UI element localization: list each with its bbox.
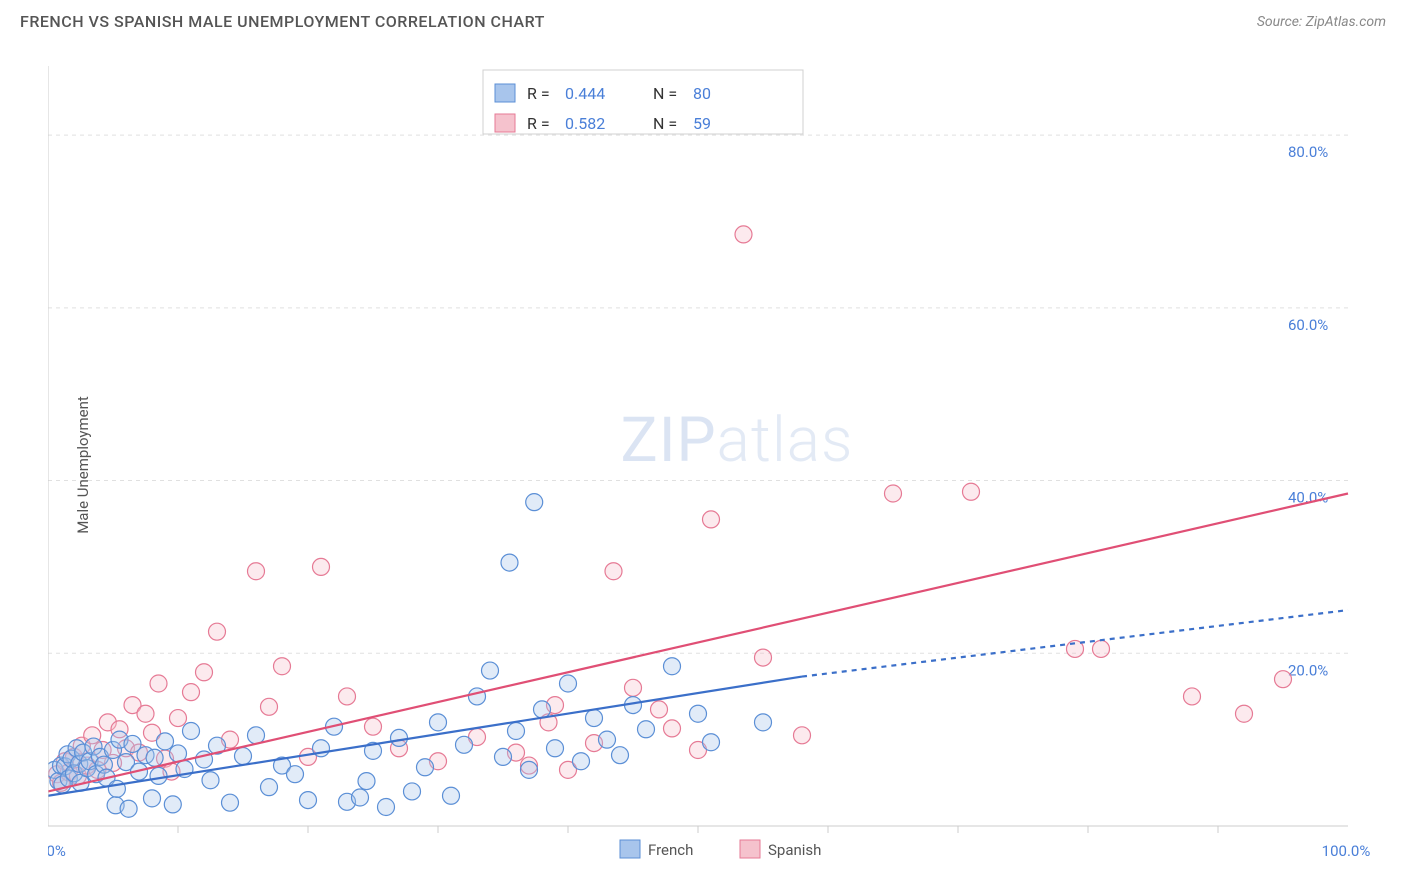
data-point bbox=[261, 698, 278, 715]
y-tick-label: 40.0% bbox=[1288, 489, 1328, 507]
data-point bbox=[248, 727, 265, 744]
chart-area: Male Unemployment 20.0% 40.0% 60.0% 80.0% ZI… bbox=[48, 48, 1396, 882]
data-point bbox=[482, 662, 499, 679]
data-point bbox=[248, 563, 265, 580]
data-point bbox=[150, 767, 167, 784]
data-point bbox=[391, 729, 408, 746]
data-point bbox=[612, 747, 629, 764]
data-point bbox=[235, 748, 252, 765]
legend-swatch bbox=[495, 84, 515, 102]
data-point bbox=[794, 727, 811, 744]
legend-swatch bbox=[495, 114, 515, 132]
data-point bbox=[651, 701, 668, 718]
data-point bbox=[560, 675, 577, 692]
data-point bbox=[703, 511, 720, 528]
legend-n-value: 59 bbox=[693, 114, 711, 133]
data-point bbox=[146, 749, 163, 766]
data-point bbox=[164, 796, 181, 813]
data-point bbox=[378, 799, 395, 816]
data-point bbox=[183, 723, 200, 740]
series-legend-label: Spanish bbox=[768, 841, 821, 859]
data-point bbox=[300, 792, 317, 809]
data-point bbox=[137, 705, 154, 722]
data-point bbox=[573, 753, 590, 770]
data-point bbox=[501, 554, 518, 571]
data-point bbox=[404, 783, 421, 800]
scatter-chart: 20.0% 40.0% 60.0% 80.0% ZIPatlas 0.0% 100.0% R … bbox=[48, 48, 1396, 882]
data-point bbox=[547, 740, 564, 757]
data-point bbox=[469, 688, 486, 705]
data-point bbox=[417, 759, 434, 776]
data-point bbox=[430, 714, 447, 731]
data-point bbox=[755, 714, 772, 731]
data-point bbox=[120, 800, 137, 817]
data-point bbox=[690, 705, 707, 722]
series-legend-label: French bbox=[648, 841, 693, 859]
data-point bbox=[526, 494, 543, 511]
data-point bbox=[209, 623, 226, 640]
data-point bbox=[1236, 705, 1253, 722]
series-legend-swatch bbox=[740, 840, 760, 858]
data-point bbox=[222, 794, 239, 811]
y-tick-label: 80.0% bbox=[1288, 143, 1328, 161]
data-point bbox=[495, 748, 512, 765]
data-point bbox=[144, 790, 161, 807]
data-point bbox=[605, 563, 622, 580]
data-point bbox=[196, 664, 213, 681]
data-point bbox=[1093, 640, 1110, 657]
data-point bbox=[625, 679, 642, 696]
data-point bbox=[313, 558, 330, 575]
legend-n-label: N = bbox=[653, 84, 677, 103]
data-point bbox=[1275, 671, 1292, 688]
data-point bbox=[352, 789, 369, 806]
data-point bbox=[202, 772, 219, 789]
data-point bbox=[586, 710, 603, 727]
chart-title: FRENCH VS SPANISH MALE UNEMPLOYMENT CORR… bbox=[20, 12, 545, 31]
data-point bbox=[735, 226, 752, 243]
chart-source: Source: ZipAtlas.com bbox=[1257, 14, 1386, 30]
data-point bbox=[508, 723, 525, 740]
data-point bbox=[287, 766, 304, 783]
data-point bbox=[157, 733, 174, 750]
data-point bbox=[521, 761, 538, 778]
chart-header: FRENCH VS SPANISH MALE UNEMPLOYMENT CORR… bbox=[0, 0, 1406, 39]
data-point bbox=[261, 779, 278, 796]
data-point bbox=[365, 718, 382, 735]
data-point bbox=[456, 736, 473, 753]
data-point bbox=[339, 688, 356, 705]
legend-r-value: 0.582 bbox=[565, 114, 605, 133]
data-point bbox=[443, 787, 460, 804]
data-point bbox=[274, 658, 291, 675]
data-point bbox=[1184, 688, 1201, 705]
y-tick-label: 60.0% bbox=[1288, 316, 1328, 334]
series-legend-swatch bbox=[620, 840, 640, 858]
y-axis-label: Male Unemployment bbox=[74, 396, 92, 534]
legend-n-value: 80 bbox=[693, 84, 711, 103]
y-tick-label: 20.0% bbox=[1288, 661, 1328, 679]
legend-r-label: R = bbox=[527, 114, 550, 133]
data-point bbox=[755, 649, 772, 666]
data-point bbox=[664, 658, 681, 675]
data-point bbox=[599, 731, 616, 748]
data-point bbox=[358, 773, 375, 790]
watermark: ZIPatlas bbox=[621, 404, 854, 477]
x-tick-label: 0.0% bbox=[48, 842, 66, 860]
data-point bbox=[885, 485, 902, 502]
legend-r-value: 0.444 bbox=[565, 84, 605, 103]
data-point bbox=[150, 675, 167, 692]
data-point bbox=[534, 701, 551, 718]
data-point bbox=[963, 483, 980, 500]
legend-n-label: N = bbox=[653, 114, 677, 133]
x-tick-label: 100.0% bbox=[1322, 842, 1371, 860]
data-point bbox=[638, 721, 655, 738]
data-point bbox=[664, 720, 681, 737]
data-point bbox=[170, 710, 187, 727]
data-point bbox=[183, 684, 200, 701]
legend-r-label: R = bbox=[527, 84, 550, 103]
data-point bbox=[703, 734, 720, 751]
